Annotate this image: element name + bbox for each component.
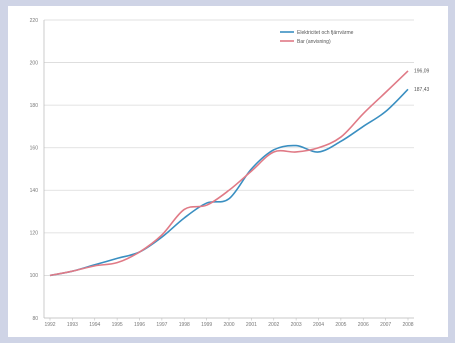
series-lines (49, 70, 409, 277)
x-tick-label: 1996 (134, 322, 145, 328)
legend: Elektricitet och fjärrvärme Bar (anvisnin… (280, 30, 354, 45)
line-chart: 80 100 120 140 160 180 200 220 1992 1993 1994 1995… (30, 18, 430, 328)
series-end-label: 187,43 (414, 87, 430, 93)
legend-entry: Bar (anvisning) (297, 39, 331, 45)
x-tick-label: 2006 (358, 322, 369, 328)
x-tick-label: 2007 (380, 322, 391, 328)
y-tick-label: 100 (30, 273, 39, 279)
y-tick-label: 160 (30, 146, 39, 152)
y-tick-label: 80 (32, 316, 38, 322)
y-tick-label: 180 (30, 103, 39, 109)
y-tick-label: 220 (30, 18, 39, 24)
series-line-1 (49, 70, 409, 277)
end-labels: 187,43 196,09 (414, 69, 430, 93)
axes (43, 20, 414, 321)
x-tick-label: 2008 (402, 322, 413, 328)
y-tick-label: 140 (30, 188, 39, 194)
series-end-label: 196,09 (414, 69, 430, 75)
grid-lines (44, 19, 414, 319)
x-tick-label: 2004 (313, 322, 324, 328)
y-tick-labels: 80 100 120 140 160 180 200 220 (30, 18, 39, 322)
x-tick-label: 1995 (112, 322, 123, 328)
x-tick-label: 1992 (44, 322, 55, 328)
y-tick-label: 120 (30, 231, 39, 237)
y-tick-label: 200 (30, 60, 39, 66)
legend-entry: Elektricitet och fjärrvärme (297, 30, 354, 36)
x-tick-label: 1994 (89, 322, 100, 328)
x-tick-label: 1998 (179, 322, 190, 328)
x-tick-label: 2000 (223, 322, 234, 328)
x-tick-label: 1997 (156, 322, 167, 328)
x-tick-label: 2005 (335, 322, 346, 328)
series-line-0 (49, 88, 409, 277)
x-tick-labels: 1992 1993 1994 1995 1996 1997 1998 1999 2000 2001… (44, 322, 413, 328)
x-tick-label: 2002 (268, 322, 279, 328)
x-tick-label: 2003 (291, 322, 302, 328)
x-tick-label: 1993 (67, 322, 78, 328)
chart-frame: 80 100 120 140 160 180 200 220 1992 1993 1994 1995… (8, 6, 448, 337)
x-tick-label: 1999 (201, 322, 212, 328)
x-tick-label: 2001 (246, 322, 257, 328)
